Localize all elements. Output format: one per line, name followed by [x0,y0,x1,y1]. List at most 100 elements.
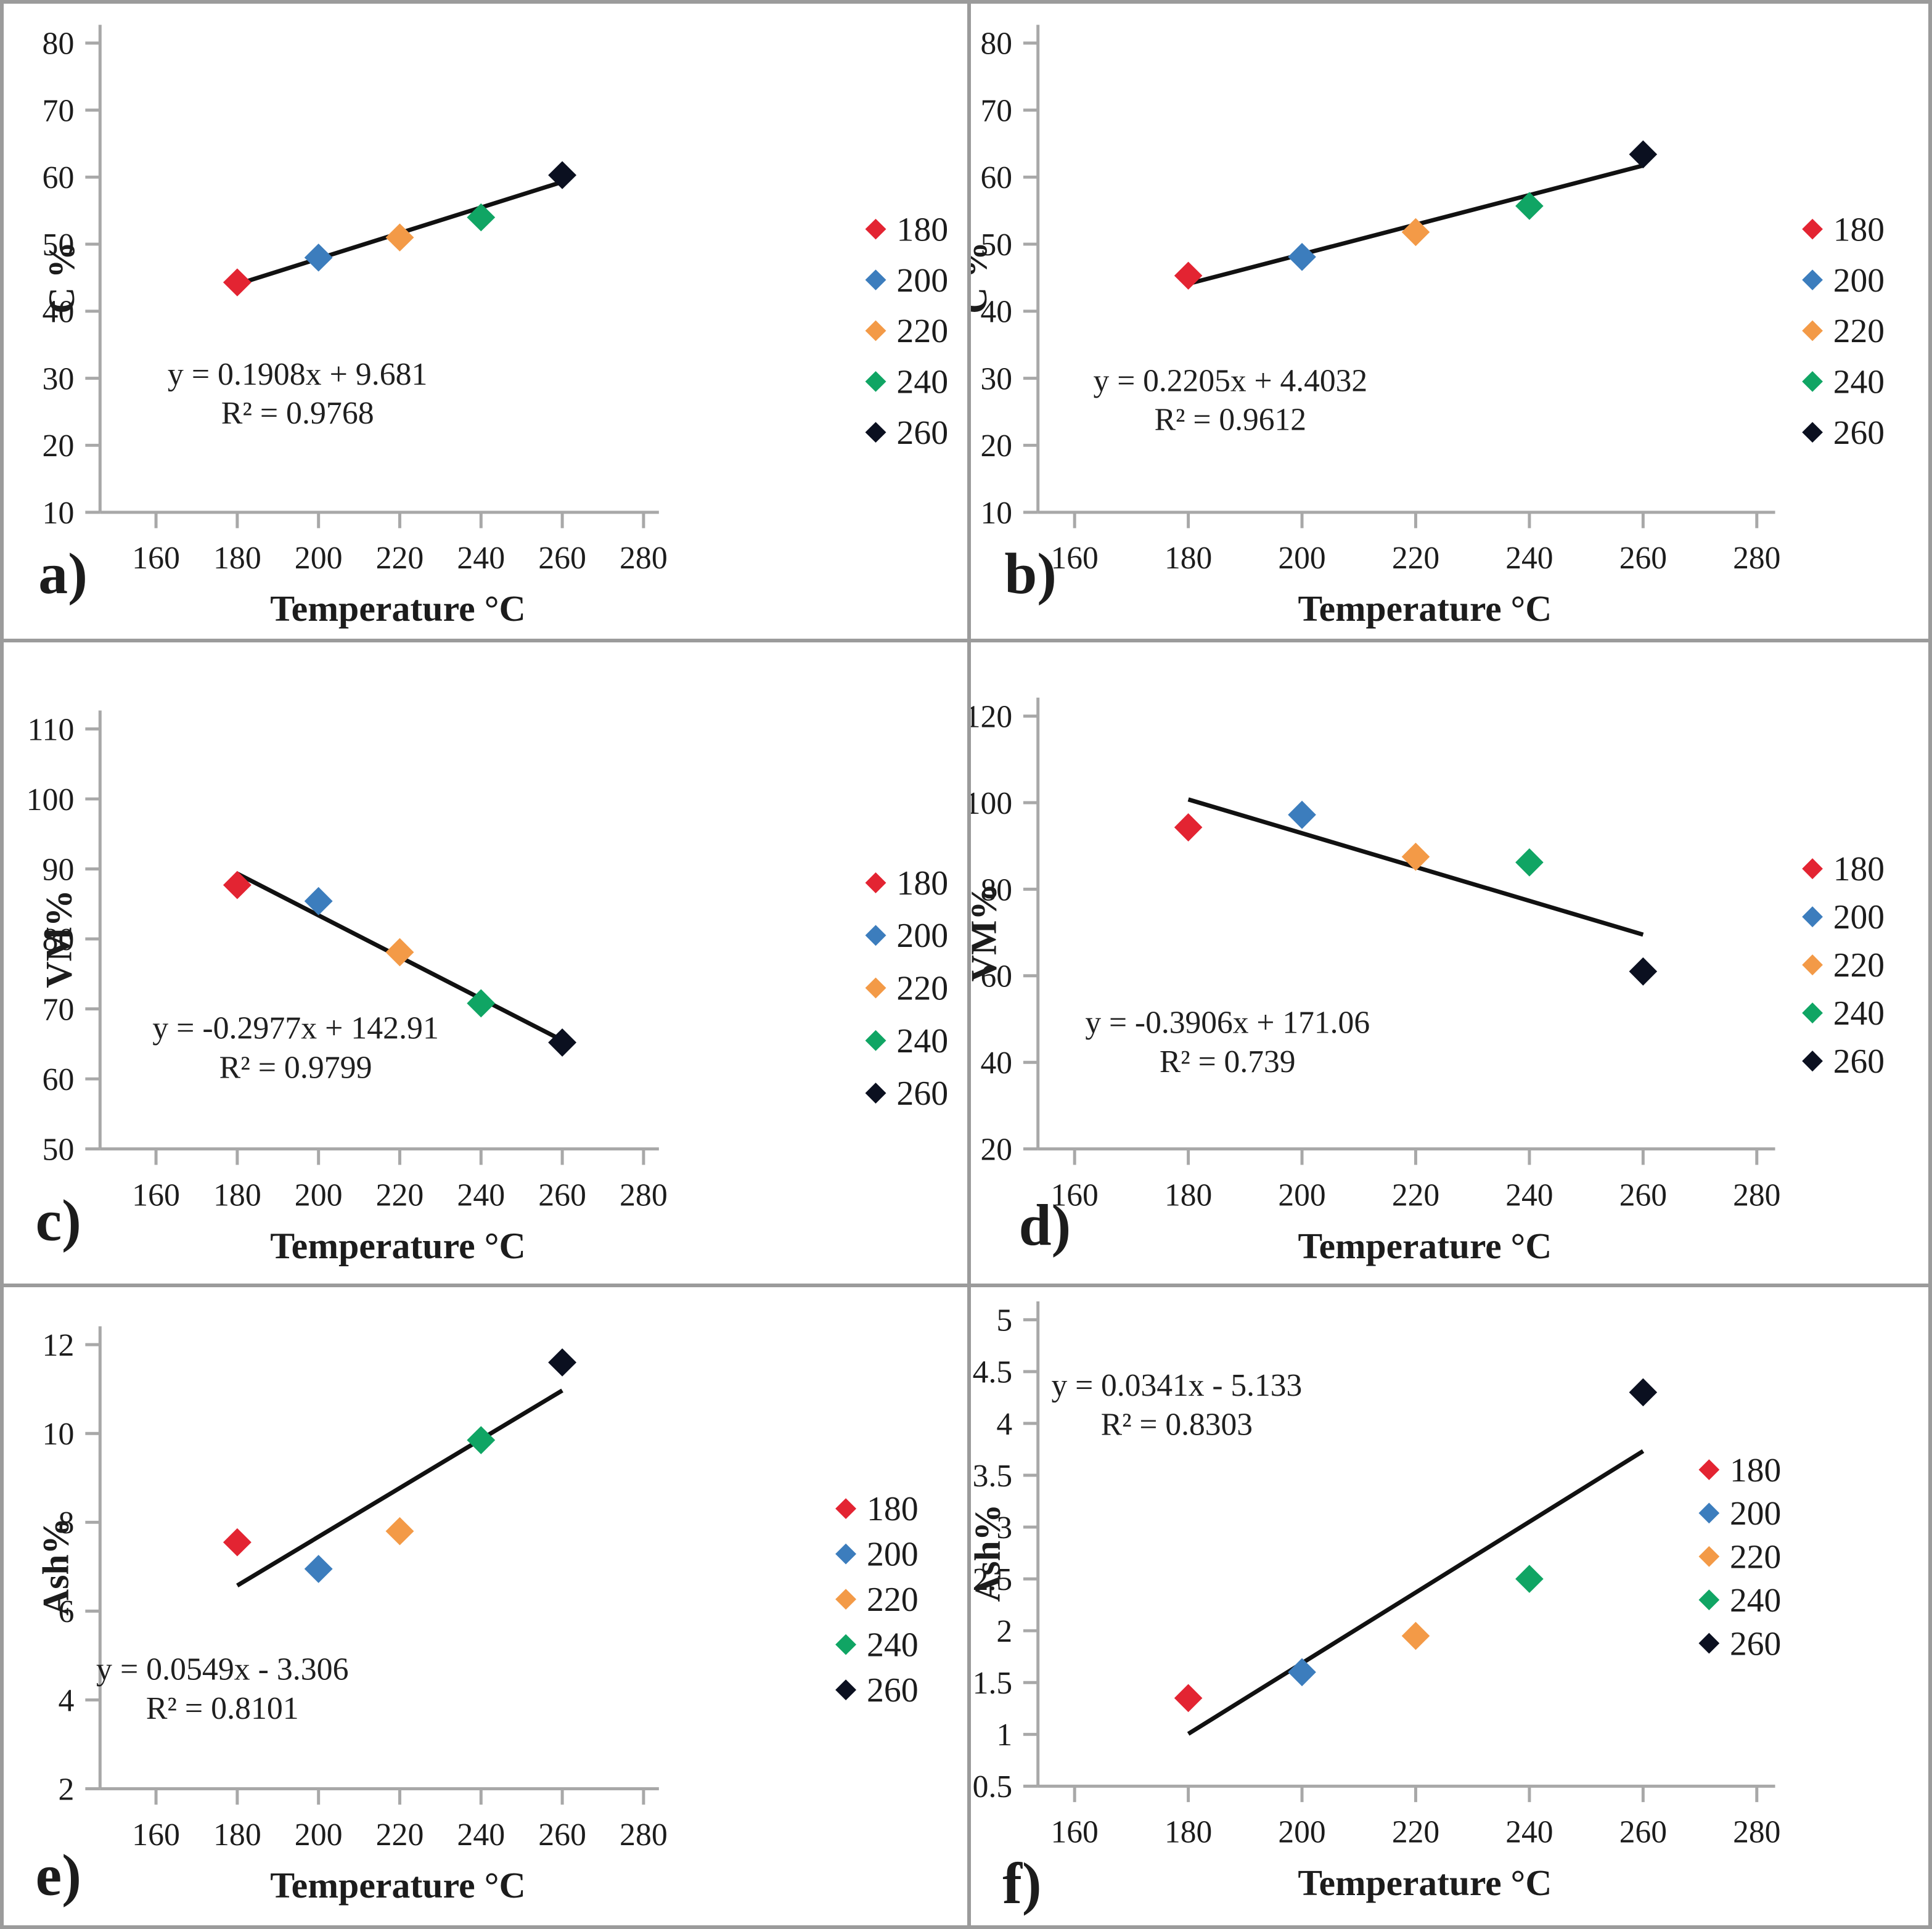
y-tick-label: 70 [43,94,75,129]
data-point-220 [385,223,414,252]
x-tick-label: 180 [1165,1815,1212,1850]
trend-equation: y = 0.2205x + 4.4032 [1094,363,1368,398]
legend-label: 180 [1833,211,1885,248]
trend-line [236,1388,563,1587]
data-point-240 [1515,1565,1544,1593]
legend-label: 260 [1833,1042,1885,1081]
legend-label: 200 [1730,1495,1781,1533]
y-tick-label: 1 [996,1718,1012,1753]
chart-c: 110 100 90 80 70 60 50 160 180 200 220 240 260 280 Tem… [27,710,948,1266]
legend-marker-icon [865,925,886,946]
legend-label: 200 [896,917,948,955]
y-tick-label: 3 [996,1510,1012,1546]
x-tick-label: 160 [1051,541,1099,576]
y-tick-label: 10 [43,1417,75,1452]
y-tick-label: 70 [43,992,75,1027]
y-tick-label: 3.5 [973,1459,1012,1494]
legend-label: 260 [1833,414,1885,451]
y-tick-label: 20 [981,428,1013,464]
y-tick-label: 40 [981,1046,1013,1081]
legend-label: 200 [1833,261,1885,299]
y-axis-title: VM% [971,883,1004,981]
legend-marker-icon [1802,218,1823,240]
legend-marker-icon [1698,1589,1720,1611]
legend-marker-icon [865,269,886,290]
data-point-260 [548,1348,577,1377]
x-tick-label: 160 [1051,1815,1099,1850]
legend-marker-icon [1698,1546,1720,1567]
x-tick-label: 160 [132,1177,180,1213]
y-tick-label: 30 [981,361,1013,396]
legend-label: 180 [896,211,948,249]
data-point-180 [223,1528,252,1557]
x-tick-label: 240 [1505,1177,1553,1213]
data-point-260 [548,1028,577,1057]
x-tick-label: 240 [1505,1815,1553,1850]
legend-label: 240 [867,1626,919,1665]
legend-label: 260 [896,1075,948,1113]
data-point-180 [223,870,252,899]
y-tick-label: 30 [43,362,75,397]
x-tick-label: 240 [1505,541,1553,576]
x-tick-label: 200 [1278,1815,1325,1850]
legend-label: 220 [1730,1539,1781,1576]
y-tick-label: 80 [43,27,75,62]
data-point-180 [1174,1684,1203,1713]
x-tick-label: 240 [457,541,505,576]
x-tick-label: 180 [213,1817,261,1853]
legend-label: 200 [1833,898,1885,936]
legend-marker-icon [835,1589,857,1610]
legend-label: 180 [896,864,948,903]
r-squared: R² = 0.739 [1160,1044,1296,1079]
x-tick-label: 220 [1392,1815,1439,1850]
legend-label: 180 [1833,850,1885,888]
x-tick-label: 180 [1165,1177,1212,1213]
legend-marker-icon [1802,858,1823,880]
x-tick-label: 240 [457,1817,505,1853]
x-tick-label: 180 [213,541,261,576]
legend-label: 220 [1833,946,1885,985]
data-point-220 [1401,842,1430,871]
x-axis-title: Temperature °C [1298,1862,1552,1903]
y-tick-label: 40 [981,295,1013,330]
y-tick-label: 0.5 [973,1769,1012,1804]
data-point-200 [1288,800,1316,829]
panel-d: 120 100 80 60 40 20 160 180 200 220 240 260 280 Tempe… [971,642,1928,1287]
y-tick-label: 10 [981,496,1013,531]
x-axis-title: Temperature °C [270,588,526,629]
legend-marker-icon [1802,320,1823,342]
data-point-200 [1288,243,1316,271]
legend-marker-icon [835,1543,857,1565]
x-tick-label: 220 [1392,541,1439,576]
r-squared: R² = 0.8101 [146,1691,299,1726]
data-point-240 [467,989,496,1018]
panel-letter: c) [36,1187,81,1253]
x-tick-label: 220 [376,1177,424,1213]
x-tick-label: 220 [1392,1177,1439,1213]
legend-label: 220 [896,312,948,350]
x-tick-label: 180 [213,1177,261,1213]
y-tick-label: 60 [43,1062,75,1097]
legend-marker-icon [865,977,886,999]
x-tick-label: 220 [376,1817,424,1853]
y-tick-label: 100 [27,782,75,817]
legend-marker-icon [1802,269,1823,290]
x-tick-label: 280 [620,1817,668,1853]
x-tick-label: 280 [1733,541,1780,576]
legend-label: 180 [1730,1452,1781,1489]
trend-equation: y = 0.0549x - 3.306 [96,1652,348,1687]
y-tick-label: 40 [43,295,75,330]
data-point-180 [223,268,252,297]
legend-label: 200 [896,261,948,300]
x-tick-label: 260 [1619,1815,1667,1850]
y-tick-label: 1.5 [973,1666,1012,1701]
y-tick-label: 20 [981,1132,1013,1167]
x-axis-title: Temperature °C [270,1865,526,1906]
panel-letter: a) [38,541,88,605]
x-tick-label: 280 [620,541,668,576]
x-tick-label: 200 [1278,1177,1325,1213]
legend-marker-icon [1802,371,1823,392]
legend-marker-icon [1698,1459,1720,1480]
panel-a: 80 70 60 50 40 30 20 10 160 180 200 220 240 260 280 Tem… [4,4,971,642]
